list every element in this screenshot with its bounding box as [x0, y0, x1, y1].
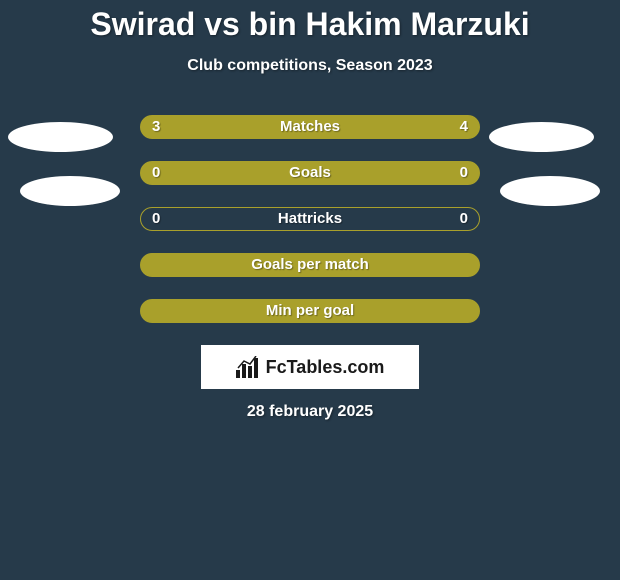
- stat-bar-track: [140, 299, 480, 323]
- stat-value-right: 0: [460, 161, 468, 185]
- decorative-ellipse: [500, 176, 600, 206]
- logo: FcTables.com: [236, 356, 385, 378]
- stat-row: 34Matches: [140, 115, 480, 139]
- stat-value-left: 3: [152, 115, 160, 139]
- stat-bar-track: [140, 115, 480, 139]
- logo-box: FcTables.com: [201, 345, 419, 389]
- decorative-ellipse: [20, 176, 120, 206]
- stat-row: Goals per match: [140, 253, 480, 277]
- stat-row: 00Goals: [140, 161, 480, 185]
- stat-bar-left-fill: [141, 116, 276, 138]
- stat-value-right: 0: [460, 207, 468, 231]
- stat-value-left: 0: [152, 161, 160, 185]
- stat-value-left: 0: [152, 207, 160, 231]
- stat-row: 00Hattricks: [140, 207, 480, 231]
- page-title: Swirad vs bin Hakim Marzuki: [0, 0, 620, 43]
- stat-value-right: 4: [460, 115, 468, 139]
- decorative-ellipse: [8, 122, 113, 152]
- date-label: 28 february 2025: [0, 403, 620, 421]
- decorative-ellipse: [489, 122, 594, 152]
- stat-bar-track: [140, 207, 480, 231]
- stat-bar-track: [140, 161, 480, 185]
- stat-bar-right-fill: [276, 116, 479, 138]
- logo-text: FcTables.com: [266, 357, 385, 378]
- stat-bar-track: [140, 253, 480, 277]
- page-subtitle: Club competitions, Season 2023: [0, 57, 620, 75]
- bars-icon: [236, 356, 262, 378]
- stat-row: Min per goal: [140, 299, 480, 323]
